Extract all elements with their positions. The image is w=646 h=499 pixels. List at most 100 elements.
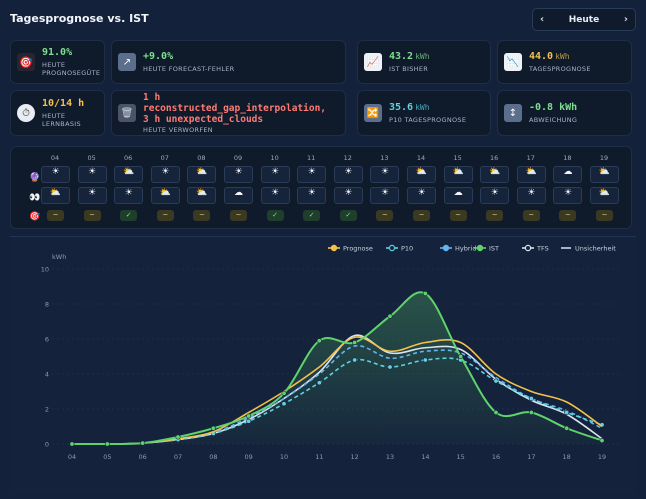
x-tick-label: 05	[103, 453, 111, 461]
page-title: Tagesprognose vs. IST	[10, 12, 149, 25]
weather-cell: ☀	[114, 187, 144, 204]
forecast-hour: 15	[453, 154, 462, 162]
forecast-error-value: +9.0%	[143, 51, 174, 62]
forecast-hour: 19	[599, 154, 609, 162]
weather-icon: ☀	[344, 167, 353, 177]
weather-icon: ☀	[307, 188, 316, 198]
weather-cell: ⛅	[187, 187, 217, 204]
weather-cell: ☀	[297, 166, 327, 183]
data-point-ist	[281, 390, 287, 396]
weather-icon: ☀	[88, 188, 97, 198]
status-badge: ✓	[266, 210, 284, 221]
ist-unit: kWh	[415, 52, 430, 61]
weather-cell: ☀	[333, 187, 363, 204]
weather-icon: ⛅	[489, 167, 501, 177]
y-tick-label: 2	[45, 406, 49, 414]
x-tick-label: 15	[457, 453, 465, 461]
status-badge: ~	[83, 210, 101, 221]
abweichung-value: -0.8 kWh	[529, 102, 578, 113]
data-point-ist	[246, 413, 252, 419]
weather-icon: ⛅	[415, 167, 428, 177]
forecast-error-label: HEUTE FORECAST-FEHLER	[143, 65, 235, 73]
x-tick-label: 10	[280, 453, 288, 461]
weather-cell: ⛅	[150, 187, 180, 204]
status-badge: ~	[522, 210, 540, 221]
weather-icon: ☀	[51, 167, 60, 177]
data-point-ist	[493, 410, 499, 416]
weather-icon: ⛅	[598, 167, 611, 177]
card-tagesprognose: 📉 44.0 kWh TAGESPROGNOSE	[497, 40, 632, 84]
weather-cell: ⛅	[480, 166, 510, 183]
quality-label: HEUTE PROGNOSEGÜTE	[42, 61, 101, 77]
data-point-ist	[104, 441, 110, 447]
data-point-ist	[422, 290, 428, 296]
lernbasis-label: HEUTE LERNBASIS	[42, 112, 81, 128]
forecast-hour: 10	[270, 154, 279, 162]
status-badge: ~	[47, 210, 64, 221]
weather-cell: ⛅	[114, 166, 144, 183]
weather-cell: ☁	[224, 187, 253, 204]
weather-cell: ⛅	[590, 187, 619, 204]
weather-cell: ☀	[260, 166, 290, 183]
legend-label: Prognose	[343, 245, 373, 253]
weather-icon: ☀	[124, 188, 133, 198]
weather-cell: ☀	[407, 187, 436, 204]
status-badge: ✓	[339, 210, 357, 221]
target-icon: 🎯	[17, 53, 35, 71]
card-abweichung: ↕ -0.8 kWh ABWEICHUNG	[497, 90, 632, 136]
x-tick-label: 19	[598, 453, 606, 461]
y-tick-label: 0	[45, 441, 49, 449]
legend-marker	[442, 244, 450, 252]
y-tick-label: 10	[41, 266, 49, 274]
trash-icon: 🗑	[118, 104, 136, 122]
weather-icon: ☀	[417, 188, 426, 198]
p10-unit: kWh	[415, 103, 430, 112]
weather-icon: ☀	[307, 167, 316, 177]
weather-icon: ☀	[271, 167, 280, 177]
data-point-ist	[175, 434, 181, 440]
weather-icon: ⛅	[452, 167, 464, 177]
prev-day-icon[interactable]: ‹	[540, 14, 545, 25]
legend-label: IST	[489, 245, 499, 253]
x-tick-label: 16	[492, 453, 500, 461]
tagesprognose-value: 44.0	[529, 51, 554, 62]
weather-cell: ☁	[553, 166, 583, 183]
weather-icon: ⛅	[196, 167, 208, 177]
weather-icon: ☀	[380, 188, 389, 198]
weather-cell: ☀	[370, 187, 400, 204]
status-badge: ✓	[120, 210, 138, 221]
forecast-hour: 13	[380, 154, 389, 162]
card-ist-bisher: 📈 43.2 kWh IST BISHER	[357, 40, 491, 84]
weather-cell: ☀	[370, 166, 400, 183]
forecast-hour: 09	[233, 154, 243, 162]
status-badge: ✓	[303, 210, 321, 221]
status-badge: ~	[559, 210, 577, 221]
abweichung-label: ABWEICHUNG	[529, 116, 578, 124]
weather-cell: ☀	[260, 187, 290, 204]
x-tick-label: 18	[563, 453, 571, 461]
chart-panel: 0 2 4 6 8 10 kWh 04 05 06 07 08 09 10 11 12 13 14 15 16 17 18…	[10, 236, 636, 494]
data-point-ist	[140, 440, 146, 446]
x-tick-label: 12	[351, 453, 359, 461]
status-badge: ~	[486, 210, 504, 221]
x-tick-label: 04	[68, 453, 76, 461]
weather-icon: ☀	[271, 188, 280, 198]
weather-cell: ☀	[553, 187, 583, 204]
data-point-p10	[352, 357, 358, 363]
weather-icon: ☀	[563, 188, 572, 198]
x-tick-label: 13	[386, 453, 394, 461]
up-down-arrow-icon: ↕	[504, 104, 522, 122]
trend-up-icon: ↗	[118, 53, 136, 71]
data-point-ist	[352, 340, 358, 346]
hourly-forecast-table: 🔮 👀 🎯 04 ☀ ⛅ ~05 ☀ ☀ ~06 ⛅ ☀ ✓ 07 ☀ ⛅ ~08 ⛅ ⛅ ~09 ☀ ☁ ~10 ☀ ☀…	[10, 146, 632, 229]
data-point-ist	[599, 438, 605, 444]
legend-label: TFS	[536, 245, 549, 253]
verworfen-line2: reconstructed_gap_interpolation,	[143, 103, 327, 114]
next-day-icon[interactable]: ›	[623, 14, 628, 25]
day-label[interactable]: Heute	[568, 14, 600, 25]
weather-icon: ☀	[88, 167, 97, 177]
forecast-hour: 05	[87, 154, 96, 162]
data-point-p10	[316, 380, 322, 386]
legend-label: Hybrid	[455, 245, 476, 253]
